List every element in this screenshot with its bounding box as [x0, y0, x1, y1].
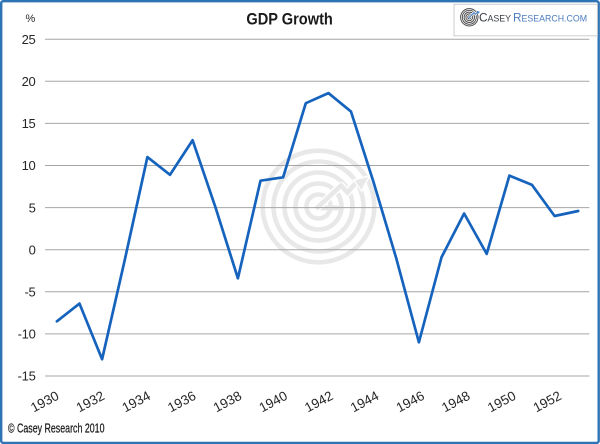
svg-text:10: 10	[22, 158, 36, 173]
svg-text:-10: -10	[18, 327, 36, 342]
svg-text:-5: -5	[25, 285, 36, 300]
svg-text:© Casey Research 2010: © Casey Research 2010	[8, 422, 105, 436]
svg-text:CASEY: CASEY	[479, 10, 511, 24]
svg-text:20: 20	[22, 74, 36, 89]
svg-text:25: 25	[22, 32, 36, 47]
svg-text:15: 15	[22, 116, 36, 131]
svg-text:GDP Growth: GDP Growth	[246, 10, 333, 29]
svg-text:%: %	[26, 13, 36, 25]
svg-text:RESEARCH.COM: RESEARCH.COM	[513, 10, 587, 24]
svg-text:0: 0	[29, 242, 36, 257]
svg-text:5: 5	[29, 200, 36, 215]
svg-text:-15: -15	[18, 369, 36, 384]
